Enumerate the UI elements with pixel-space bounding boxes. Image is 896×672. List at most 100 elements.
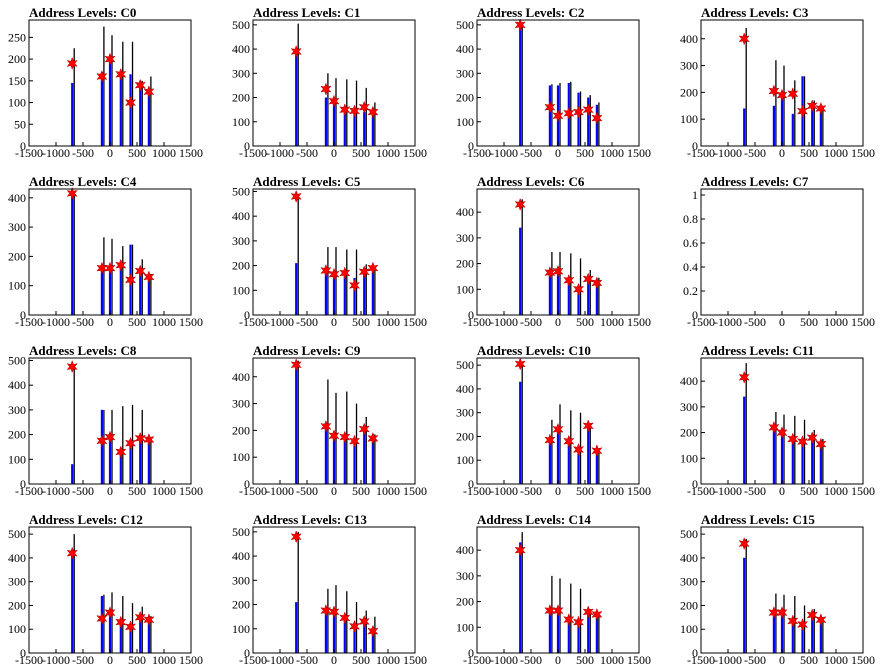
peak-marker xyxy=(358,614,370,629)
peak-marker xyxy=(591,444,603,458)
peak-marker xyxy=(367,431,379,445)
x-tick-label: -1500 xyxy=(463,653,491,667)
panel-c8: Address Levels: C80100200300400500-1500-… xyxy=(8,343,203,498)
y-tick-label: 200 xyxy=(680,598,698,612)
panel-title: Address Levels: C14 xyxy=(477,512,591,527)
peak-marker xyxy=(115,67,127,81)
panel-title: Address Levels: C1 xyxy=(253,5,360,20)
y-tick-label: 200 xyxy=(456,257,474,271)
y-tick-label: 0 xyxy=(692,477,698,491)
panel-title: Address Levels: C3 xyxy=(701,5,809,20)
y-tick-label: 100 xyxy=(456,282,474,296)
y-tick-label: 200 xyxy=(8,428,26,442)
peak-marker xyxy=(348,278,361,292)
panel-title: Address Levels: C2 xyxy=(477,5,584,20)
peak-marker xyxy=(328,605,340,619)
x-tick-label: 1500 xyxy=(627,653,651,667)
x-tick-label: 1000 xyxy=(824,315,848,329)
x-tick-label: -500 xyxy=(72,484,94,498)
x-tick-label: 1500 xyxy=(179,146,203,160)
y-tick-label: 200 xyxy=(456,91,474,105)
x-tick-label: 500 xyxy=(576,315,594,329)
peak-marker xyxy=(104,52,116,66)
x-tick-label: 0 xyxy=(107,653,113,667)
y-tick-label: 100 xyxy=(232,450,250,464)
peak-marker xyxy=(290,44,302,59)
x-tick-label: 1500 xyxy=(851,653,875,667)
peak-marker xyxy=(143,270,155,284)
x-tick-label: -500 xyxy=(296,146,318,160)
peak-marker xyxy=(96,69,108,84)
y-tick-label: 400 xyxy=(680,32,698,46)
x-tick-label: 1000 xyxy=(152,146,176,160)
peak-marker xyxy=(328,267,340,281)
x-tick-label: -500 xyxy=(520,146,542,160)
y-tick-label: 400 xyxy=(8,551,26,565)
x-tick-label: -1500 xyxy=(15,653,43,667)
x-tick-label: 1000 xyxy=(824,146,848,160)
y-tick-label: 0 xyxy=(244,308,250,322)
x-tick-label: -1000 xyxy=(266,484,294,498)
x-tick-label: 0 xyxy=(555,484,561,498)
x-tick-label: -1500 xyxy=(687,315,715,329)
y-tick-label: 100 xyxy=(8,96,26,110)
x-tick-label: 500 xyxy=(800,146,818,160)
x-tick-label: 0 xyxy=(331,146,337,160)
y-tick-label: 200 xyxy=(8,598,26,612)
x-tick-label: -500 xyxy=(520,315,542,329)
peak-marker xyxy=(544,604,556,618)
peak-marker xyxy=(290,530,302,544)
peak-marker xyxy=(367,261,379,275)
panel-title: Address Levels: C8 xyxy=(29,343,137,358)
peak-marker xyxy=(787,87,799,101)
peak-marker xyxy=(66,546,78,560)
peak-marker xyxy=(572,442,585,457)
y-tick-label: 300 xyxy=(456,406,474,420)
x-tick-label: -1000 xyxy=(714,146,742,160)
y-tick-label: 400 xyxy=(8,378,26,392)
peak-marker xyxy=(348,434,361,448)
peak-marker xyxy=(552,264,564,278)
y-tick-label: 400 xyxy=(456,382,474,396)
y-tick-label: 400 xyxy=(8,191,26,205)
x-tick-label: -500 xyxy=(296,484,318,498)
y-tick-label: 100 xyxy=(680,451,698,465)
peak-marker xyxy=(358,422,370,436)
x-tick-label: -1000 xyxy=(490,484,518,498)
x-tick-label: 500 xyxy=(128,484,146,498)
panel-title: Address Levels: C15 xyxy=(701,512,815,527)
x-tick-label: 1000 xyxy=(376,146,400,160)
x-tick-label: 500 xyxy=(352,484,370,498)
x-tick-label: 1000 xyxy=(824,653,848,667)
y-tick-label: 300 xyxy=(8,403,26,417)
peak-marker xyxy=(66,360,78,374)
y-tick-label: 200 xyxy=(232,91,250,105)
x-tick-label: 1500 xyxy=(179,653,203,667)
x-tick-label: -1000 xyxy=(42,146,70,160)
x-tick-label: 1000 xyxy=(376,315,400,329)
peak-marker xyxy=(806,99,818,113)
panel-c10: Address Levels: C10 0 100 200 300 400 500 -1500… xyxy=(456,343,651,498)
x-tick-label: -1500 xyxy=(15,484,43,498)
peak-marker xyxy=(544,433,556,447)
x-tick-label: -500 xyxy=(520,484,542,498)
peak-marker xyxy=(552,604,564,618)
x-tick-label: 1000 xyxy=(152,315,176,329)
peak-marker xyxy=(134,610,146,624)
panel-c2: Address Levels: C20100200300400500-1500-… xyxy=(456,5,651,160)
y-tick-label: 0 xyxy=(468,308,474,322)
y-tick-label: 100 xyxy=(8,622,26,636)
panel-title: Address Levels: C11 xyxy=(701,343,814,358)
peak-marker xyxy=(768,84,780,98)
y-tick-label: 100 xyxy=(456,620,474,634)
peak-marker xyxy=(738,537,750,551)
y-tick-label: 300 xyxy=(232,234,250,248)
x-tick-label: 0 xyxy=(555,653,561,667)
y-tick-label: 500 xyxy=(456,358,474,372)
x-tick-label: -1500 xyxy=(239,484,267,498)
x-tick-label: 1500 xyxy=(403,146,427,160)
peak-marker xyxy=(124,436,137,450)
x-tick-label: 0 xyxy=(107,146,113,160)
x-tick-label: 500 xyxy=(576,146,594,160)
